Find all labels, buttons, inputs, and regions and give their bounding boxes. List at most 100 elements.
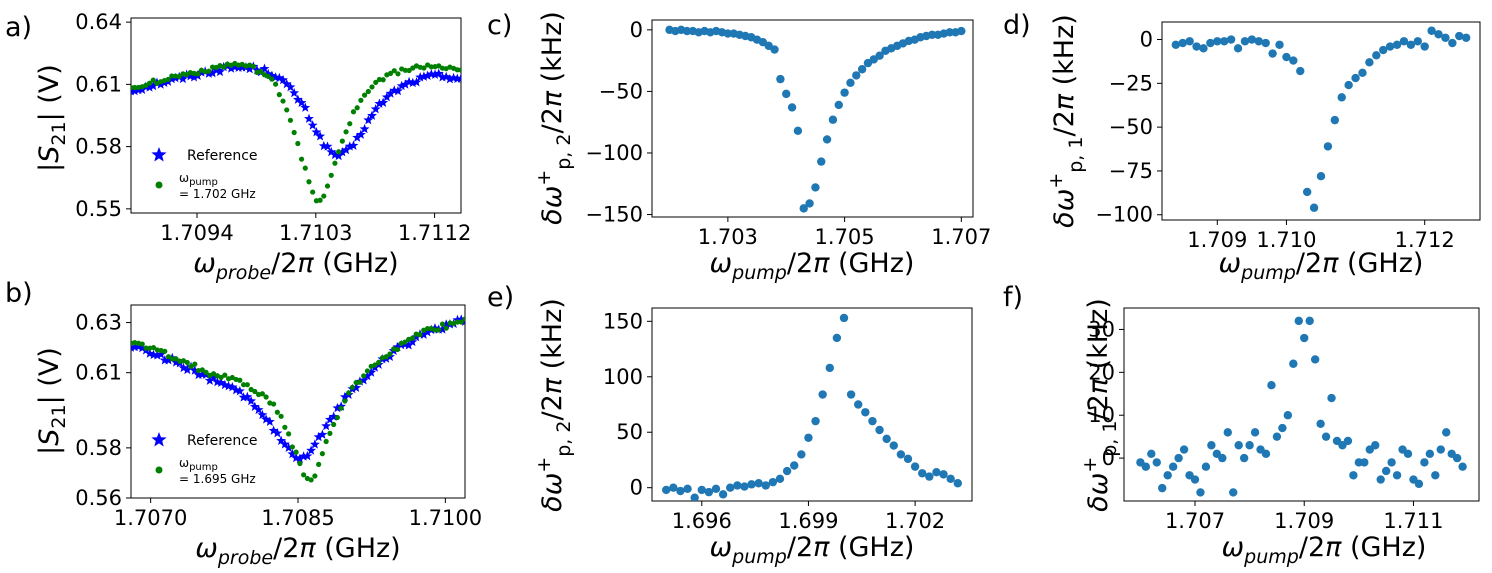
data-point (1207, 441, 1216, 450)
y-tick-label: 100 (603, 365, 643, 389)
data-point-star (333, 150, 344, 161)
data-point (218, 374, 224, 381)
x-tick-label: 1.7100 (409, 506, 482, 530)
data-point-star (131, 85, 140, 96)
panel-label-e: e) (487, 282, 514, 313)
data-point (811, 416, 820, 426)
data-point (192, 361, 198, 367)
data-point (662, 485, 671, 495)
data-point (1427, 26, 1436, 35)
data-point (286, 431, 292, 437)
data-point (1272, 432, 1282, 441)
data-point (1282, 52, 1291, 62)
data-point (409, 335, 416, 341)
data-point-star (144, 82, 155, 92)
data-point (1327, 393, 1336, 403)
data-point-star (367, 110, 377, 120)
data-point (799, 204, 808, 213)
data-point-star (418, 329, 429, 339)
data-point-star (324, 414, 335, 424)
data-point (274, 409, 280, 415)
y-axis-label: |S21| (V) (34, 347, 70, 455)
data-point (273, 81, 279, 87)
y-tick-label: 0 (630, 476, 643, 500)
data-point-star (304, 113, 314, 123)
data-point (957, 26, 966, 36)
y-tick-label: −75 (1109, 159, 1153, 183)
data-point (317, 197, 323, 203)
data-point (761, 481, 770, 490)
data-point (910, 462, 920, 471)
data-point (252, 388, 258, 395)
data-point (793, 126, 803, 136)
data-point-star (309, 439, 320, 449)
data-point-star (163, 355, 174, 365)
data-point (458, 319, 464, 325)
data-point (718, 490, 728, 499)
data-point-star (422, 70, 433, 80)
data-point-star (326, 146, 337, 157)
data-point-star (300, 102, 311, 112)
x-tick-label: 1.7112 (398, 221, 471, 245)
x-tick-label: 1.712 (1395, 228, 1455, 252)
data-point (282, 424, 288, 430)
y-tick-label: −150 (585, 203, 643, 227)
data-point (1349, 471, 1358, 480)
x-axis-label: ωprobe/2π (GHz) (195, 533, 400, 569)
data-point (740, 482, 749, 491)
data-point (1414, 479, 1424, 489)
y-tick-label: 10 (1088, 403, 1115, 427)
data-point-star (137, 342, 148, 353)
panel-label-c: c) (487, 10, 512, 41)
data-point (406, 67, 412, 74)
data-point-star (253, 404, 264, 415)
data-point (402, 67, 408, 73)
data-point (139, 341, 145, 347)
data-point (462, 316, 465, 322)
data-point (343, 129, 349, 135)
data-point (1425, 449, 1435, 459)
data-point-star (148, 80, 159, 91)
data-point (805, 199, 814, 208)
data-point-star (234, 385, 245, 396)
data-point (1158, 483, 1167, 493)
data-point (726, 483, 735, 492)
data-point (1379, 45, 1388, 55)
data-point (1261, 449, 1271, 459)
data-point (240, 382, 247, 388)
data-point (1455, 31, 1464, 41)
legend-marker-circle (155, 466, 163, 474)
data-point (1268, 49, 1277, 58)
data-point (391, 68, 397, 74)
data-point (1392, 40, 1402, 49)
data-point (284, 107, 290, 113)
data-point (683, 484, 692, 493)
data-point (301, 472, 307, 478)
data-point (782, 466, 792, 476)
data-point (818, 390, 827, 399)
data-point (1316, 171, 1326, 181)
data-point (458, 67, 461, 73)
data-point-star (207, 67, 218, 78)
data-point (1296, 66, 1305, 76)
data-point (291, 129, 297, 136)
data-point (1201, 462, 1211, 471)
data-point (889, 441, 898, 450)
x-tick-label: 1.7094 (160, 221, 233, 245)
data-point-star (418, 71, 429, 81)
data-point (840, 88, 849, 97)
y-tick-label: 20 (1088, 360, 1115, 384)
data-point (269, 76, 275, 82)
data-point (1220, 37, 1229, 46)
data-point (350, 109, 357, 115)
data-point (336, 149, 342, 155)
y-tick-label: 0.58 (75, 436, 122, 460)
data-point (903, 454, 913, 464)
data-point (1300, 333, 1309, 343)
data-point (1174, 453, 1183, 463)
data-point (1289, 56, 1298, 65)
data-point (1376, 475, 1385, 484)
data-point (882, 434, 891, 444)
data-point-star (415, 72, 426, 82)
